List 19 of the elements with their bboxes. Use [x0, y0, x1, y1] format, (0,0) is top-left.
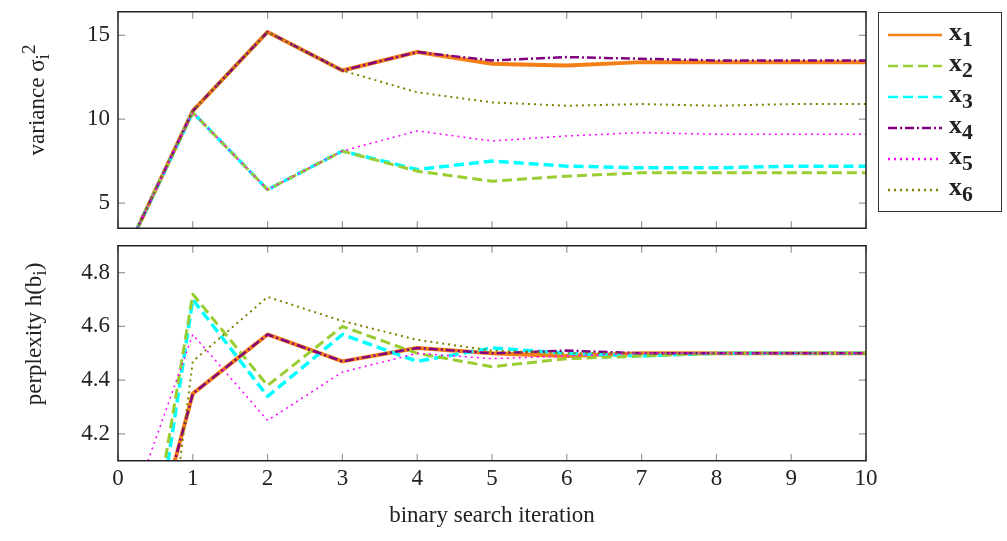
x-tick-label: 1 — [187, 464, 199, 490]
y-tick-label: 10 — [87, 105, 110, 131]
x-tick-label: 8 — [710, 464, 723, 490]
x-tick-label: 3 — [336, 464, 349, 490]
x-tick-label: 6 — [561, 464, 573, 490]
y-tick-label: 5 — [98, 189, 110, 215]
x-tick-label: 7 — [635, 464, 648, 490]
x-tick-label: 0 — [112, 464, 124, 490]
y-tick-label: 4.6 — [81, 312, 110, 338]
x-tick-label: 2 — [261, 464, 274, 490]
x-tick-label: 4 — [411, 464, 424, 490]
x-axis-title: binary search iteration — [389, 502, 596, 528]
y-tick-label: 4.4 — [81, 366, 111, 392]
x-tick-label: 9 — [785, 464, 797, 490]
y-tick-label: 4.8 — [81, 258, 110, 284]
y-tick-label: 15 — [87, 21, 110, 47]
x-tick-label: 5 — [486, 464, 498, 490]
y-tick-label: 4.2 — [81, 419, 110, 445]
x-tick-label: 10 — [854, 464, 878, 490]
